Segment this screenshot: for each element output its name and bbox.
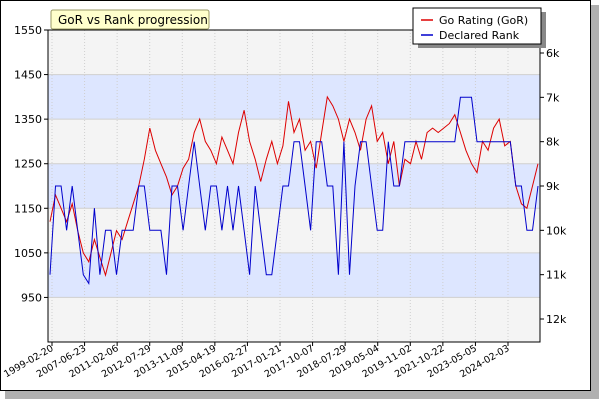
right-axis: 6k 7k 8k 9k 10k 11k 12k <box>540 47 567 326</box>
right-tick-label: 10k <box>546 224 567 237</box>
chart-title: GoR vs Rank progression <box>58 13 208 27</box>
left-tick-label: 1350 <box>14 113 42 126</box>
left-tick-label: 1250 <box>14 158 42 171</box>
left-tick-label: 1050 <box>14 247 42 260</box>
chart-title-box: GoR vs Rank progression <box>50 9 210 30</box>
right-tick-label: 9k <box>546 180 560 193</box>
plot-band <box>48 163 540 209</box>
legend: Go Rating (GoR) Declared Rank <box>412 7 546 48</box>
left-tick-label: 1450 <box>14 69 42 82</box>
plot-band <box>48 297 540 342</box>
left-tick-label: 1550 <box>14 24 42 37</box>
series-lines <box>49 95 539 286</box>
legend-label-gor: Go Rating (GoR) <box>439 14 528 27</box>
frame-shadow-bottom <box>5 391 599 399</box>
plot-bands <box>48 30 540 342</box>
right-tick-label: 12k <box>546 313 567 326</box>
right-tick-label: 8k <box>546 136 560 149</box>
left-axis: 950 1050 1150 1250 1350 1450 1550 <box>14 24 48 304</box>
left-tick-label: 1150 <box>14 202 42 215</box>
plot-band <box>48 74 540 120</box>
right-tick-label: 7k <box>546 91 560 104</box>
legend-label-rank: Declared Rank <box>439 29 520 42</box>
series-line-gor <box>49 95 539 277</box>
left-tick-label: 950 <box>21 291 42 304</box>
series-line-rank <box>49 96 539 286</box>
frame-shadow-right <box>591 5 599 395</box>
plot-band <box>48 252 540 298</box>
right-tick-label: 11k <box>546 269 567 282</box>
right-tick-label: 6k <box>546 47 560 60</box>
